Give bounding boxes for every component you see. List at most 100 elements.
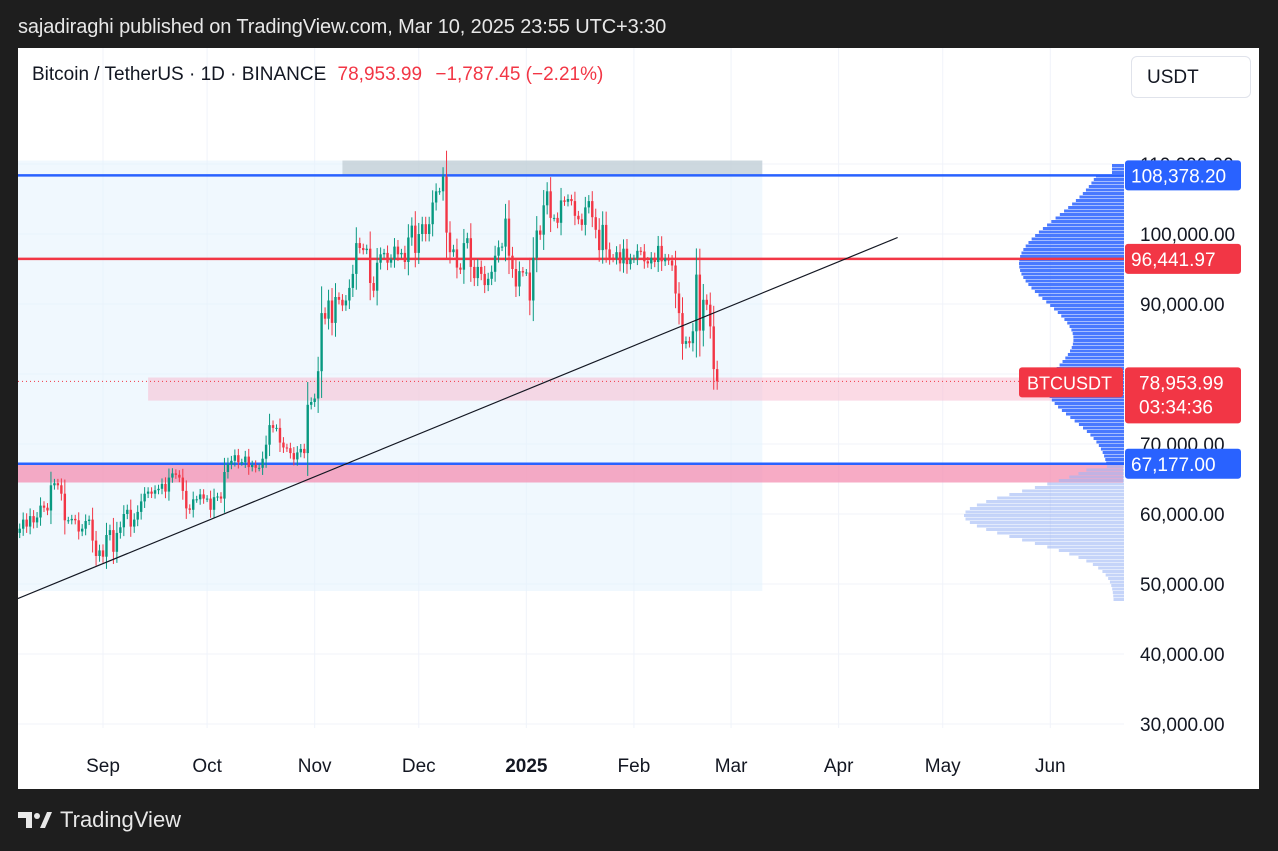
currency-selector[interactable]: USDT (1131, 56, 1251, 98)
candle-body (396, 246, 400, 255)
candle-body (337, 297, 341, 300)
candle-body (497, 247, 500, 256)
resistance-zone (342, 160, 763, 176)
candle-body (535, 230, 538, 258)
candle-body (296, 452, 299, 460)
footer-brand: TradingView (60, 807, 182, 832)
profile-bar (1072, 332, 1124, 335)
profile-bar (1020, 269, 1124, 272)
profile-bar (1113, 598, 1124, 601)
candle-body (126, 509, 129, 514)
last-price-text: 78,953.99 (1139, 373, 1224, 394)
candle-body (629, 259, 632, 265)
profile-bar (965, 510, 1124, 514)
profile-bar (1090, 433, 1124, 437)
profile-bar (1034, 542, 1124, 545)
candle-body (247, 456, 250, 468)
candle-body (330, 300, 334, 323)
profile-bar (1034, 486, 1124, 489)
profile-bar (1088, 185, 1124, 188)
candle-body (21, 519, 25, 529)
candle-body (403, 252, 407, 262)
candle-body (407, 237, 410, 262)
profile-bar (1028, 283, 1124, 286)
x-tick-label: Jun (1035, 756, 1066, 777)
profile-bar (1069, 325, 1124, 328)
profile-bar (1102, 451, 1124, 454)
profile-bar (1071, 346, 1124, 349)
support-zone (18, 465, 1124, 483)
profile-bar (1031, 237, 1124, 241)
candle-body (660, 245, 663, 262)
candle-body (275, 427, 278, 429)
profile-bar (1054, 307, 1124, 311)
candle-body (372, 283, 375, 291)
candle-body (573, 201, 577, 216)
candle-body (74, 518, 77, 521)
x-tick-label: Nov (298, 756, 332, 777)
candle-body (521, 271, 525, 273)
candle-body (421, 224, 424, 234)
candle-body (539, 230, 542, 235)
level-lines (18, 174, 1124, 466)
candle-body (42, 505, 46, 508)
profile-bar (1086, 430, 1124, 433)
profile-bar (1022, 538, 1124, 542)
candle-body (639, 250, 643, 252)
candle-body (223, 472, 226, 499)
profile-bar (964, 514, 1124, 517)
candle-body (552, 217, 556, 219)
candle-body (181, 477, 185, 491)
price-tag-box (1125, 243, 1241, 274)
profile-bar (1067, 353, 1124, 356)
symbol-info: Bitcoin / TetherUS · 1D · BINANCE 78,953… (32, 64, 603, 86)
candle-body (146, 491, 150, 494)
profile-bar (1073, 335, 1124, 339)
candle-body (192, 499, 195, 510)
candle-body (594, 217, 597, 230)
profile-bar (1108, 577, 1124, 580)
candle-body (348, 287, 351, 301)
candle-body (615, 252, 618, 259)
candle-body (500, 246, 504, 248)
profile-bar (1065, 356, 1124, 360)
profile-bar (1058, 405, 1124, 409)
candle-body (32, 516, 35, 523)
profile-bar (1070, 416, 1124, 419)
chart-panel[interactable]: 110,000.00100,000.0090,000.0080,000.0070… (18, 48, 1259, 789)
price-tag-text: 96,441.97 (1131, 250, 1216, 271)
candle-body (299, 448, 302, 453)
candle-body (476, 266, 479, 279)
profile-bar (1073, 339, 1124, 342)
candle-body (136, 511, 139, 520)
candle-body (289, 448, 292, 454)
profile-bar (1023, 248, 1124, 251)
profile-bar (976, 503, 1124, 507)
candle-body (303, 448, 306, 454)
candle-body (285, 447, 289, 449)
profile-bar (1057, 311, 1124, 314)
candle-body (545, 191, 549, 206)
profile-bar (1096, 440, 1124, 444)
profile-bar (1018, 262, 1124, 265)
candle-body (251, 465, 254, 468)
profile-bar (1051, 220, 1124, 223)
candle-body (410, 225, 414, 238)
candle-body (591, 201, 594, 218)
axis-labels: 110,000.00100,000.0090,000.0080,000.0070… (86, 155, 1235, 777)
profile-bar (1068, 206, 1124, 209)
price-tag-text: 108,378.20 (1131, 166, 1226, 187)
profile-bar (1113, 594, 1124, 598)
candle-body (344, 300, 348, 306)
price-tag-box (1125, 160, 1241, 191)
candle-body (618, 252, 622, 264)
profile-bar (1078, 556, 1124, 559)
candle-body (674, 265, 677, 294)
candle-body (695, 274, 698, 332)
profile-bar (965, 517, 1124, 521)
y-tick-label: 40,000.00 (1140, 645, 1225, 666)
candle-body (643, 251, 646, 262)
candle-body (139, 501, 143, 512)
price-chart[interactable]: 110,000.00100,000.0090,000.0080,000.0070… (18, 48, 1259, 789)
profile-bar (1051, 398, 1124, 402)
